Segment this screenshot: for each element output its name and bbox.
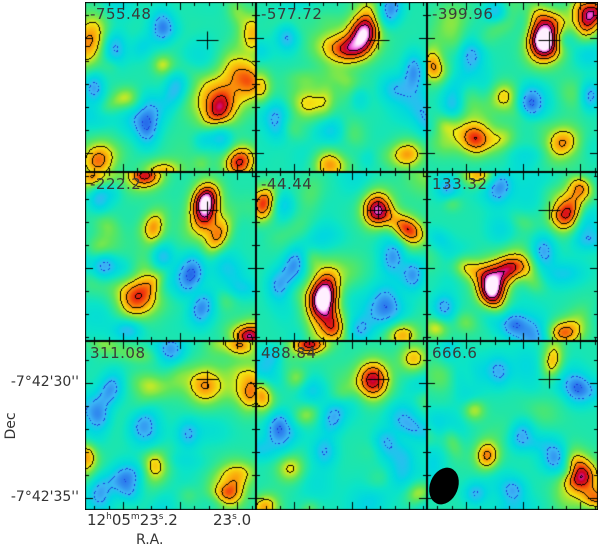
channel-map-canvas xyxy=(427,2,598,172)
channel-map-canvas xyxy=(256,341,427,510)
channel-map-panel: 488.84 xyxy=(256,341,427,510)
velocity-label: -399.96 xyxy=(432,5,494,23)
ra-tick-label-23.0: 23s.0 xyxy=(213,511,252,529)
velocity-label: 488.84 xyxy=(261,344,317,362)
channel-map-panel: -577.72 xyxy=(256,2,427,172)
velocity-label: 133.32 xyxy=(432,175,488,193)
channel-map-panel: -222.2 xyxy=(85,172,256,341)
channel-map-canvas xyxy=(85,341,256,510)
velocity-label: 311.08 xyxy=(90,344,146,362)
channel-map-panel: -755.48 xyxy=(85,2,256,172)
ra-axis-label: R.A. xyxy=(136,532,164,548)
channel-map-panel: 666.6 xyxy=(423,341,598,510)
channel-map-panel: 311.08 xyxy=(85,341,256,510)
channel-map-canvas xyxy=(256,2,427,172)
dec-axis-label: Dec xyxy=(3,412,19,440)
channel-map-panel: 133.32 xyxy=(427,172,598,341)
velocity-label: -577.72 xyxy=(261,5,323,23)
ra-tick-label-23.2: 12h05m23s.2 xyxy=(87,511,178,529)
channel-map-panel: -44.44 xyxy=(256,172,427,341)
velocity-label: -44.44 xyxy=(261,175,313,193)
dec-tick-label-35: -7°42'35'' xyxy=(10,489,79,505)
velocity-label: 666.6 xyxy=(432,344,478,362)
velocity-label: -222.2 xyxy=(90,175,142,193)
channel-map-canvas xyxy=(256,172,427,341)
dec-tick-label-30: -7°42'30'' xyxy=(10,374,79,390)
velocity-label: -755.48 xyxy=(90,5,152,23)
channel-map-canvas xyxy=(427,172,598,341)
channel-map-canvas xyxy=(85,172,256,341)
channel-map-canvas xyxy=(85,2,256,172)
channel-map-panel: -399.96 xyxy=(427,2,598,172)
